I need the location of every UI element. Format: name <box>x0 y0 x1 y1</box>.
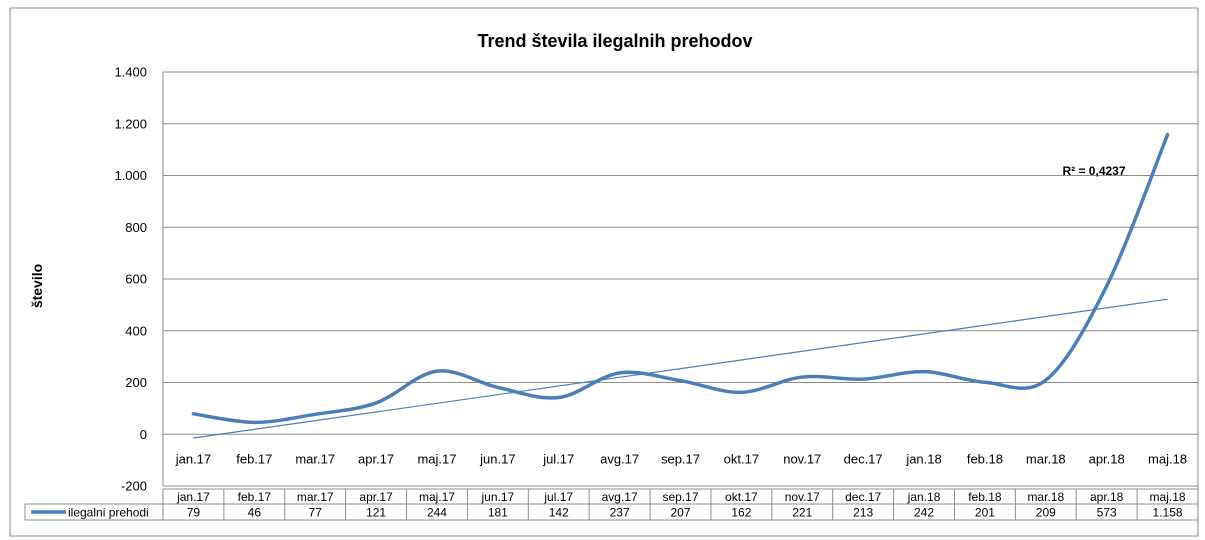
chart-title: Trend števila ilegalnih prehodov <box>477 31 752 51</box>
x-tick-label: dec.17 <box>844 451 883 466</box>
y-tick-label: 400 <box>125 323 147 338</box>
table-header-cell: jan.17 <box>176 490 210 504</box>
table-header-cell: mar.18 <box>1027 490 1064 504</box>
x-tick-label: apr.18 <box>1089 451 1125 466</box>
x-tick-label: feb.18 <box>967 451 1003 466</box>
x-tick-label: okt.17 <box>724 451 759 466</box>
table-value-cell: 209 <box>1036 506 1056 520</box>
x-tick-label: nov.17 <box>783 451 821 466</box>
y-tick-label: 0 <box>140 427 147 442</box>
trendline <box>193 298 1168 439</box>
table-header-cell: maj.18 <box>1150 490 1186 504</box>
y-tick-label: 1.200 <box>114 116 147 131</box>
x-tick-label: mar.17 <box>295 451 335 466</box>
table-value-cell: 237 <box>610 506 630 520</box>
table-value-cell: 1.158 <box>1153 506 1183 520</box>
r-squared-label: R² = 0,4237 <box>1062 164 1125 178</box>
y-tick-label: 1.400 <box>114 65 147 80</box>
x-tick-label: jan.18 <box>905 451 941 466</box>
table-value-cell: 244 <box>427 506 447 520</box>
table-header-cell: maj.17 <box>419 490 455 504</box>
table-value-cell: 77 <box>309 506 323 520</box>
table-value-cell: 207 <box>670 506 690 520</box>
y-tick-label: -200 <box>121 479 147 494</box>
x-tick-label: maj.17 <box>417 451 456 466</box>
series-lines <box>191 132 1170 425</box>
table-header-cell: mar.17 <box>297 490 334 504</box>
table-value-cell: 213 <box>853 506 873 520</box>
table-header-cell: jun.17 <box>481 490 515 504</box>
y-tick-label: 800 <box>125 220 147 235</box>
table-value-cell: 162 <box>731 506 751 520</box>
table-header-cell: sep.17 <box>662 490 698 504</box>
y-tick-labels: -200 0 200 400 600 800 1.000 1.200 1.400 <box>114 65 147 494</box>
table-header-cell: dec.17 <box>845 490 881 504</box>
x-tick-label: jan.17 <box>175 451 211 466</box>
table-header-cell: nov.17 <box>785 490 820 504</box>
table-header-cell: avg.17 <box>602 490 638 504</box>
table-header-cell: jan.18 <box>907 490 941 504</box>
y-tick-label: 600 <box>125 272 147 287</box>
table-value-cell: 46 <box>248 506 262 520</box>
table-value-cell: 242 <box>914 506 934 520</box>
table-header-cell: apr.17 <box>359 490 393 504</box>
data-table: jan.17 79 feb.17 46 mar.17 77 apr.17 121 maj.17 2… <box>24 488 1199 521</box>
gridlines <box>162 71 1198 487</box>
y-tick-label: 200 <box>125 375 147 390</box>
x-tick-label: sep.17 <box>661 451 700 466</box>
chart-border <box>9 7 1199 537</box>
table-value-cell: 181 <box>488 506 508 520</box>
x-tick-label: maj.18 <box>1148 451 1187 466</box>
x-tick-label: jul.17 <box>542 451 574 466</box>
table-value-cell: 142 <box>549 506 569 520</box>
legend-label: ilegalni prehodi <box>68 506 149 520</box>
table-value-cell: 221 <box>792 506 812 520</box>
table-header-cell: apr.18 <box>1090 490 1124 504</box>
x-tick-label: feb.17 <box>236 451 272 466</box>
x-tick-label: mar.18 <box>1026 451 1066 466</box>
y-tick-label: 1.000 <box>114 168 147 183</box>
y-axis-label: število <box>29 264 45 308</box>
x-tick-label: apr.17 <box>358 451 394 466</box>
table-header-cell: feb.17 <box>238 490 272 504</box>
trendline-line <box>193 298 1168 439</box>
table-value-cell: 573 <box>1097 506 1117 520</box>
table-header-cell: jul.17 <box>543 490 573 504</box>
x-tick-labels: jan.17 feb.17 mar.17 apr.17 maj.17 jun.17 jul.… <box>175 451 1187 466</box>
table-value-cell: 201 <box>975 506 995 520</box>
table-value-cell: 121 <box>366 506 386 520</box>
x-tick-label: avg.17 <box>600 451 639 466</box>
table-header-cell: okt.17 <box>725 490 758 504</box>
table-value-cell: 79 <box>187 506 201 520</box>
table-header-cell: feb.18 <box>968 490 1002 504</box>
x-tick-label: jun.17 <box>479 451 515 466</box>
